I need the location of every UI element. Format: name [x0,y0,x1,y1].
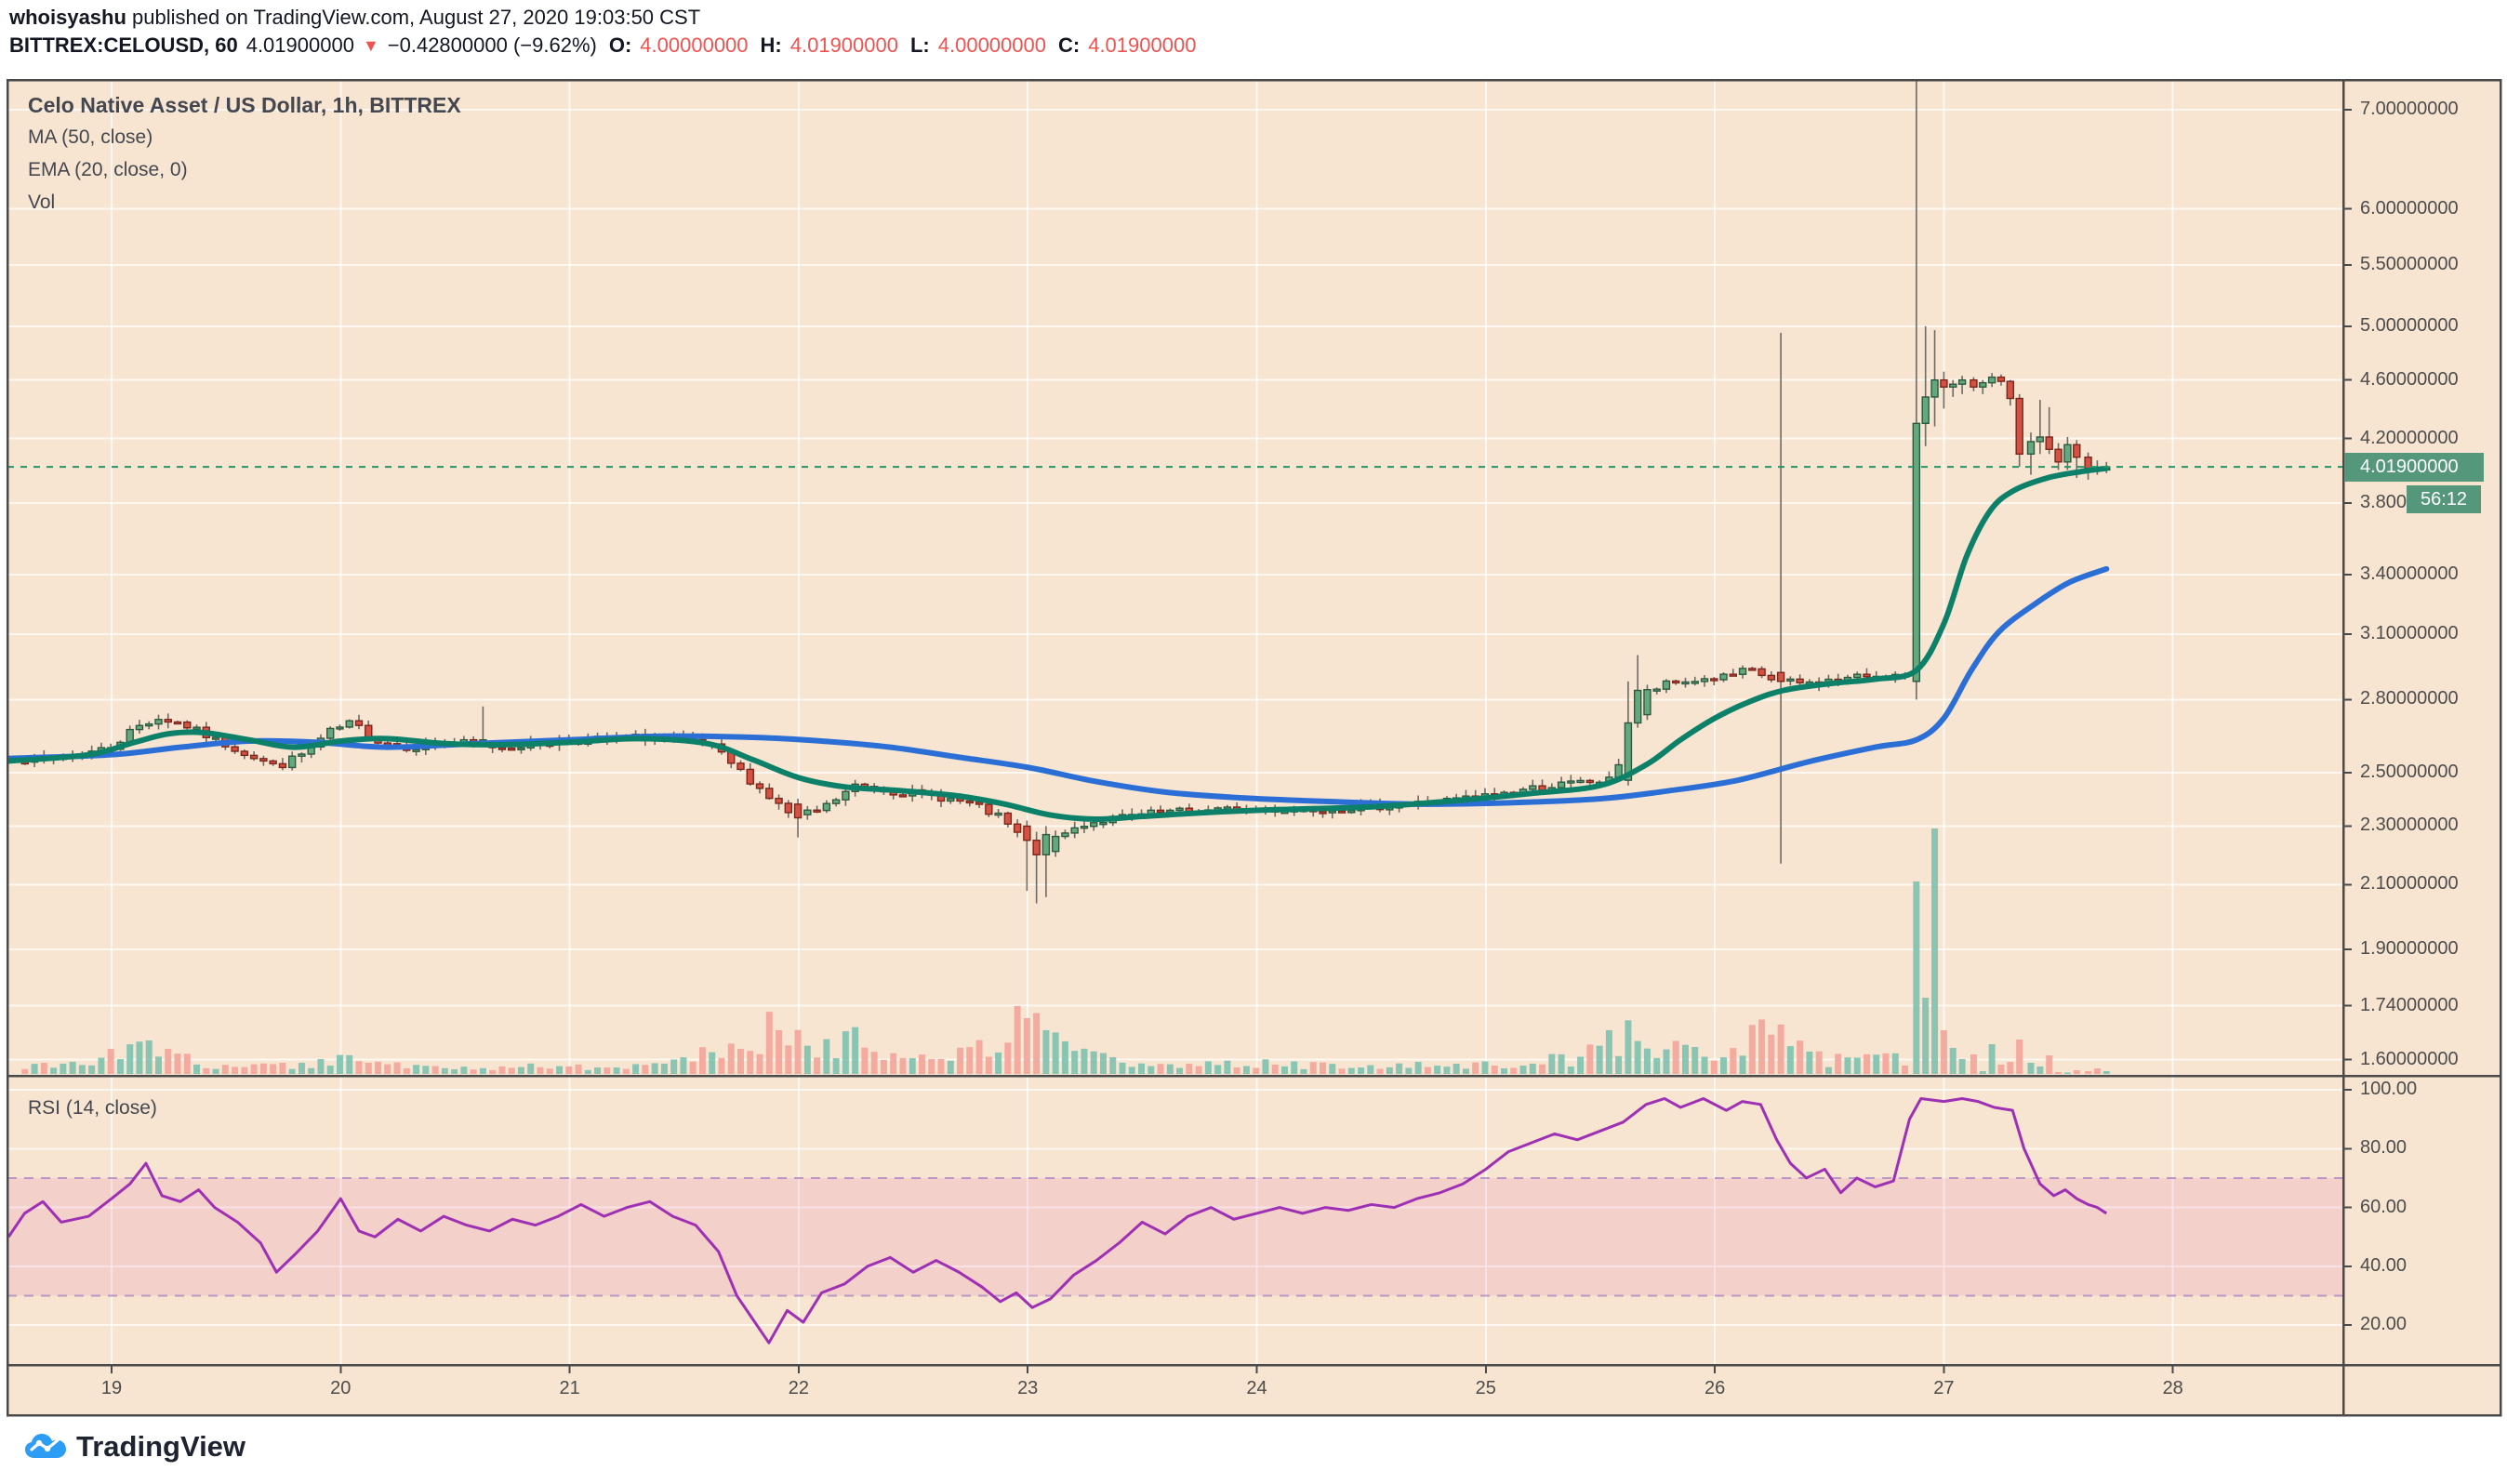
rsi-axis-label: 20.00 [2360,1314,2408,1335]
symbol-interval[interactable]: BITTREX:CELOUSD, 60 [9,33,238,57]
price-axis-label: 3.10000000 [2360,622,2459,643]
price-axis-label: 1.74000000 [2360,994,2459,1015]
rsi-axis-label: 40.00 [2360,1254,2408,1276]
rsi-pane-label[interactable]: RSI (14, close) [28,1097,157,1119]
price-axis-label: 7.00000000 [2360,99,2459,119]
price-change: −0.42800000 (−9.62%) [387,33,597,57]
high-label: H: [760,33,782,57]
price-axis-label: 2.10000000 [2360,873,2459,894]
price-axis-label: 4.60000000 [2360,368,2459,390]
cloud-logo-icon [25,1434,66,1458]
price-axis-label: 1.90000000 [2360,937,2459,959]
time-axis-label: 25 [1475,1378,1496,1398]
time-axis-label: 22 [788,1378,810,1398]
price-axis-label: 2.50000000 [2360,761,2459,782]
legend-volume[interactable]: Vol [28,192,56,213]
price-axis-label: 6.00000000 [2360,197,2459,219]
volume-bars [21,828,2110,1074]
price-axis-label: 1.60000000 [2360,1048,2459,1069]
tradingview-logo[interactable]: TradingView [24,1430,245,1464]
close-label: C: [1057,33,1081,57]
legend-ema20[interactable]: EMA (20, close, 0) [28,159,188,180]
chart-legend: Celo Native Asset / US Dollar, 1h, BITTR… [28,93,461,224]
time-axis-label: 26 [1704,1378,1726,1398]
open-value: 4.00000000 [640,33,749,57]
close-value: 4.01900000 [1088,33,1197,57]
last-price: 4.01900000 [245,33,354,57]
price-axis-label: 5.50000000 [2360,253,2459,274]
bar-countdown-value: 56:12 [2420,488,2468,510]
overlay-lines [7,465,2110,823]
chart-title[interactable]: Celo Native Asset / US Dollar, 1h, BITTR… [28,93,461,117]
price-axis-label: 4.20000000 [2360,427,2459,448]
publish-info: published on TradingView.com, August 27,… [126,6,701,29]
time-axis-label: 28 [2162,1378,2183,1398]
last-price-badge: 4.01900000 [2344,453,2484,483]
open-label: O: [608,33,632,57]
publish-byline: whoisyashu published on TradingView.com,… [9,6,700,30]
time-axis-label: 27 [1933,1378,1955,1398]
tradingview-wordmark: TradingView [76,1430,246,1463]
low-label: L: [909,33,930,57]
bar-countdown-badge: 56:12 [2407,485,2481,513]
time-axis-label: 21 [559,1378,580,1398]
price-axis-label: 2.30000000 [2360,815,2459,836]
low-value: 4.00000000 [937,33,1046,57]
high-value: 4.01900000 [789,33,898,57]
rsi-axis-label: 60.00 [2360,1196,2408,1217]
time-axis-label: 23 [1017,1378,1039,1398]
legend-ma50[interactable]: MA (50, close) [28,126,153,148]
down-triangle-icon: ▼ [362,35,379,55]
last-price-badge-value: 4.01900000 [2360,457,2459,478]
price-axis-label: 3.40000000 [2360,563,2459,584]
time-axis-label: 24 [1246,1378,1267,1398]
time-axis-label: 20 [330,1378,352,1398]
author-name: whoisyashu [9,6,126,29]
chart-frame [6,78,2502,1417]
rsi-line [7,1096,2108,1345]
symbol-status-row: BITTREX:CELOUSD, 60 4.01900000 ▼ −0.4280… [9,33,1196,58]
price-axis-label: 2.80000000 [2360,688,2459,709]
time-axis-label: 19 [100,1378,123,1398]
rsi-band [7,1176,2343,1297]
rsi-axis-label: 80.00 [2360,1137,2408,1159]
price-axis-label: 5.00000000 [2360,314,2459,336]
rsi-axis-label: 100.00 [2360,1079,2418,1099]
